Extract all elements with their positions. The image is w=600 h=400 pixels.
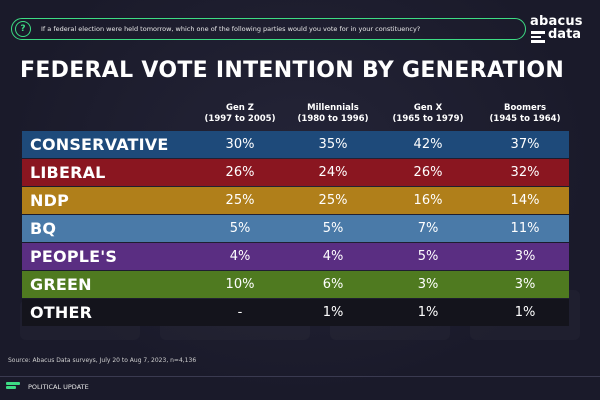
vote-share-cell: 5% bbox=[417, 248, 439, 264]
vote-share-cell: - bbox=[237, 304, 243, 320]
column-name: Millennials bbox=[307, 103, 359, 113]
vote-share-cell: 25% bbox=[225, 192, 255, 208]
vote-share-cell: 3% bbox=[514, 248, 536, 264]
vote-share-cell: 26% bbox=[413, 164, 443, 180]
party-label: BQ bbox=[30, 218, 57, 238]
footer-label: POLITICAL UPDATE bbox=[28, 383, 89, 391]
vote-share-cell: 10% bbox=[225, 276, 255, 292]
vote-share-cell: 5% bbox=[229, 220, 251, 236]
logo-text-data: data bbox=[548, 27, 582, 42]
source-note: Source: Abacus Data surveys, July 20 to … bbox=[8, 357, 197, 364]
vote-share-cell: 16% bbox=[413, 192, 443, 208]
question-icon: ? bbox=[15, 21, 31, 37]
column-years: (1997 to 2005) bbox=[204, 114, 276, 124]
footer-divider bbox=[0, 376, 600, 377]
party-label: OTHER bbox=[30, 302, 93, 322]
column-header-millennials: Millennials (1980 to 1996) bbox=[283, 103, 383, 125]
column-years: (1945 to 1964) bbox=[489, 114, 561, 124]
table-row: GREEN 10% 6% 3% 3% bbox=[22, 271, 569, 298]
footer-logo-icon bbox=[6, 382, 20, 391]
vote-share-cell: 3% bbox=[514, 276, 536, 292]
vote-share-cell: 7% bbox=[417, 220, 439, 236]
vote-share-cell: 25% bbox=[318, 192, 348, 208]
table-row: NDP 25% 25% 16% 14% bbox=[22, 187, 569, 214]
chart-title: FEDERAL VOTE INTENTION BY GENERATION bbox=[20, 58, 565, 83]
column-header-boomers: Boomers (1945 to 1964) bbox=[475, 103, 575, 125]
vote-share-cell: 11% bbox=[510, 220, 540, 236]
vote-share-cell: 30% bbox=[225, 136, 255, 152]
vote-share-cell: 5% bbox=[322, 220, 344, 236]
table-row: PEOPLE'S 4% 4% 5% 3% bbox=[22, 243, 569, 270]
logo-text-abacus: abacus bbox=[530, 14, 583, 29]
column-header-gen-z: Gen Z (1997 to 2005) bbox=[190, 103, 290, 125]
party-label: LIBERAL bbox=[30, 162, 106, 182]
vote-share-cell: 37% bbox=[510, 136, 540, 152]
logo-lines-icon bbox=[531, 31, 545, 45]
party-label: NDP bbox=[30, 190, 69, 210]
vote-share-cell: 4% bbox=[322, 248, 344, 264]
column-years: (1980 to 1996) bbox=[297, 114, 369, 124]
column-years: (1965 to 1979) bbox=[392, 114, 464, 124]
vote-share-cell: 35% bbox=[318, 136, 348, 152]
vote-share-cell: 4% bbox=[229, 248, 251, 264]
vote-share-cell: 32% bbox=[510, 164, 540, 180]
vote-share-cell: 1% bbox=[322, 304, 344, 320]
column-name: Gen Z bbox=[226, 103, 254, 113]
party-label: GREEN bbox=[30, 274, 92, 294]
question-bar: ? If a federal election were held tomorr… bbox=[11, 18, 526, 40]
vote-share-cell: 26% bbox=[225, 164, 255, 180]
table-row: BQ 5% 5% 7% 11% bbox=[22, 215, 569, 242]
abacus-data-logo: abacus data bbox=[528, 14, 594, 46]
party-label: CONSERVATIVE bbox=[30, 134, 169, 154]
question-text: If a federal election were held tomorrow… bbox=[41, 25, 421, 33]
vote-share-cell: 14% bbox=[510, 192, 540, 208]
column-name: Boomers bbox=[503, 103, 547, 113]
column-name: Gen X bbox=[413, 103, 443, 113]
table-row: CONSERVATIVE 30% 35% 42% 37% bbox=[22, 131, 569, 158]
vote-share-cell: 42% bbox=[413, 136, 443, 152]
party-label: PEOPLE'S bbox=[30, 246, 118, 266]
table-row: LIBERAL 26% 24% 26% 32% bbox=[22, 159, 569, 186]
vote-share-cell: 6% bbox=[322, 276, 344, 292]
vote-share-cell: 1% bbox=[417, 304, 439, 320]
vote-share-cell: 3% bbox=[417, 276, 439, 292]
vote-intention-table: CONSERVATIVE 30% 35% 42% 37% LIBERAL 26% 24% 26%… bbox=[22, 131, 569, 327]
table-row: OTHER - 1% 1% 1% bbox=[22, 299, 569, 326]
vote-share-cell: 24% bbox=[318, 164, 348, 180]
vote-share-cell: 1% bbox=[514, 304, 536, 320]
column-header-gen-x: Gen X (1965 to 1979) bbox=[378, 103, 478, 125]
